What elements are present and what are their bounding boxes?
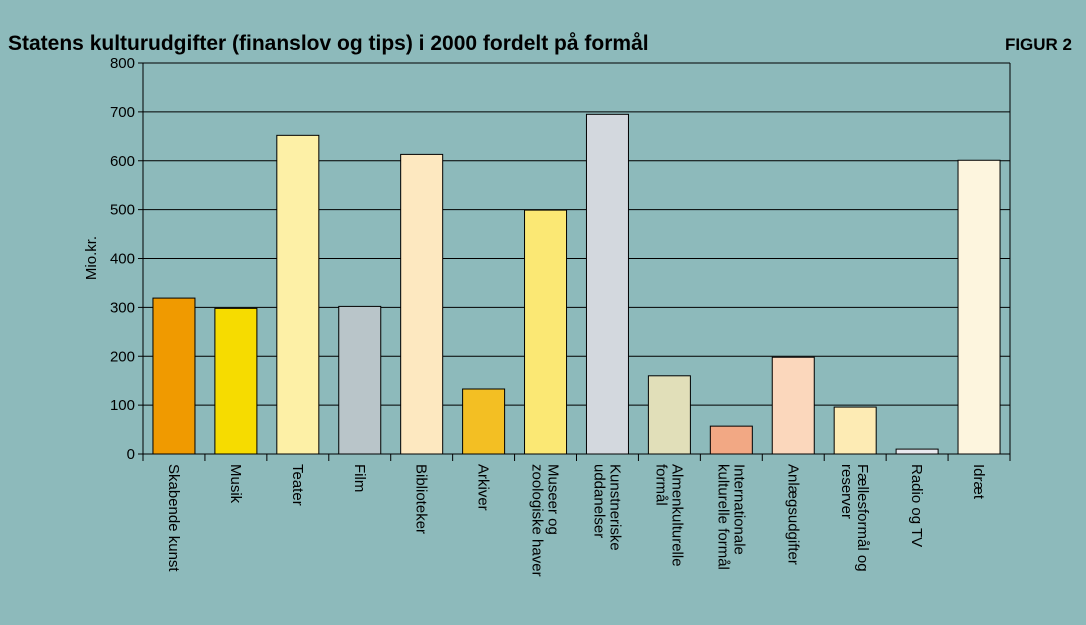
bar: [524, 209, 568, 455]
y-tick-label: 100: [110, 397, 135, 414]
x-tick-label: Teater: [289, 464, 306, 506]
x-tick-label: Radio og TV: [908, 464, 925, 547]
y-tick-label: 200: [110, 348, 135, 365]
x-tick-label: Fællesformål ogreserver: [838, 464, 871, 572]
y-tick-label: 500: [110, 202, 135, 219]
bar: [462, 388, 506, 455]
x-tick-label: Almenkulturelleformål: [652, 464, 685, 567]
bar: [957, 159, 1001, 455]
bar: [214, 307, 258, 455]
bar: [400, 153, 444, 455]
y-tick-label: 400: [110, 251, 135, 268]
bar: [338, 305, 382, 455]
chart-title: Statens kulturudgifter (finanslov og tip…: [8, 32, 649, 55]
x-tick-label: Idræt: [970, 464, 987, 500]
x-tick-label: Skabende kunst: [165, 464, 182, 572]
x-tick-label: Biblioteker: [413, 464, 430, 534]
x-tick-label: Kunstneriskeuddanelser: [590, 464, 623, 551]
x-tick-label: Musik: [227, 464, 244, 504]
y-axis-label: Mio.kr.: [83, 236, 100, 280]
bar: [647, 375, 691, 455]
y-tick-label: 300: [110, 299, 135, 316]
bar: [771, 356, 815, 455]
bar: [276, 134, 320, 455]
x-tick-label: Internationalekulturelle formål: [714, 464, 747, 570]
x-tick-label: Museer ogzoologiske haver: [529, 464, 562, 577]
bar: [895, 448, 939, 455]
y-tick-label: 800: [110, 55, 135, 72]
x-tick-label: Film: [351, 464, 368, 492]
x-tick-label: Arkiver: [475, 464, 492, 511]
bar: [585, 113, 629, 455]
bar: [709, 425, 753, 455]
x-tick-label: Anlægsudgifter: [784, 464, 801, 565]
y-tick-label: 0: [127, 446, 135, 463]
figure-label: FIGUR 2: [1005, 35, 1072, 54]
y-tick-label: 600: [110, 153, 135, 170]
y-tick-label: 700: [110, 104, 135, 121]
bar: [152, 297, 196, 455]
bar: [833, 406, 877, 455]
